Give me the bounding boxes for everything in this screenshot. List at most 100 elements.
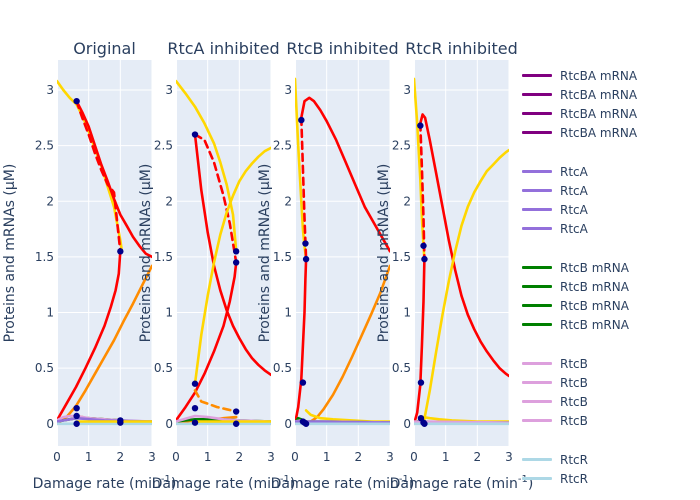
x-tick-label: 1 — [204, 450, 212, 464]
x-tick-label: 2 — [117, 450, 125, 464]
legend-label: RtcB — [560, 394, 588, 409]
y-tick-label: 0 — [46, 417, 54, 431]
series-group — [414, 77, 509, 427]
legend-item[interactable]: RtcB mRNA — [522, 315, 629, 334]
legend-label: RtcB — [560, 413, 588, 428]
x-tick-label: 3 — [505, 450, 513, 464]
plot-background — [414, 60, 509, 446]
subplot-1: Original 0 0.5 1 1.5 2 2.5 3 0 1 2 3 Proteins and mR… — [2, 39, 176, 492]
legend-swatch — [522, 227, 552, 230]
series-line — [193, 389, 238, 413]
y-tick-label: 2.5 — [392, 139, 411, 153]
legend-item[interactable]: RtcB — [522, 392, 588, 411]
bifurcation-point — [232, 248, 240, 255]
legend-swatch — [522, 362, 552, 365]
legend-item[interactable]: RtcBA mRNA — [522, 85, 637, 104]
series-line — [300, 116, 308, 261]
series-line — [75, 99, 152, 259]
x-tick-label: 0 — [172, 450, 180, 464]
x-axis-label-superscript: -1 — [161, 474, 171, 485]
y-tick-label: 0.5 — [154, 361, 173, 375]
x-tick-label: 3 — [386, 450, 394, 464]
x-axis-label: Damage rate (min-1) — [152, 474, 296, 492]
series-line — [193, 146, 271, 385]
bifurcation-point — [302, 255, 310, 263]
y-tick-label: 0 — [165, 417, 173, 431]
legend-swatch — [522, 93, 552, 96]
series-line — [176, 261, 238, 422]
y-tick-label: 3 — [165, 83, 173, 97]
series-line — [419, 122, 426, 261]
legend-item[interactable]: RtcA — [522, 200, 588, 219]
bifurcation-point — [73, 420, 80, 427]
legend-swatch — [522, 208, 552, 211]
legend-label: RtcB — [560, 375, 588, 390]
subplot-4: RtcR inhibited 0 0.5 1 1.5 2 2.5 3 0 1 2 3 Proteins … — [376, 39, 533, 492]
x-axis-label-end: ) — [290, 476, 295, 492]
y-tick-label: 1.5 — [392, 250, 411, 264]
y-axis-label: Proteins and mRNAs (µM) — [2, 164, 18, 343]
series-line — [57, 250, 122, 422]
series-group — [176, 79, 271, 427]
series-line — [193, 133, 238, 264]
y-tick-label: 0.5 — [392, 361, 411, 375]
x-tick-label: 1 — [323, 450, 331, 464]
legend-item[interactable]: RtcB mRNA — [522, 296, 629, 315]
x-tick-label: 3 — [148, 450, 156, 464]
y-tick-label: 0.5 — [35, 361, 54, 375]
bifurcation-point — [73, 97, 80, 105]
series-line — [414, 420, 509, 424]
subplot-2: RtcA inhibited 0 0.5 1 1.5 2 2.5 3 0 1 2 3 Proteins … — [138, 39, 295, 492]
x-tick-label: 0 — [410, 450, 418, 464]
bifurcation-point — [73, 404, 80, 412]
y-tick-label: 1 — [403, 306, 411, 320]
series-line — [295, 257, 308, 426]
legend-label: RtcB mRNA — [560, 279, 629, 294]
bifurcation-point — [302, 420, 310, 427]
series-line — [57, 264, 152, 426]
legend-label: RtcR — [560, 471, 588, 486]
legend-item[interactable]: RtcB — [522, 354, 588, 373]
y-tick-label: 1 — [46, 306, 54, 320]
legend-item[interactable]: RtcBA mRNA — [522, 66, 637, 85]
legend-swatch — [522, 304, 552, 307]
series-group — [57, 79, 152, 427]
legend-swatch — [522, 74, 552, 77]
legend-swatch — [522, 400, 552, 403]
legend-item[interactable]: RtcBA mRNA — [522, 104, 637, 123]
series-line — [295, 77, 308, 261]
y-axis-label: Proteins and mRNAs (µM) — [376, 164, 392, 343]
legend-item[interactable]: RtcB — [522, 411, 588, 430]
y-tick-label: 1.5 — [154, 250, 173, 264]
y-tick-label: 2.5 — [35, 139, 54, 153]
legend-swatch — [522, 323, 552, 326]
series-line — [193, 133, 271, 377]
y-tick-label: 0 — [403, 417, 411, 431]
x-axis-label-text: Damage rate (min — [152, 476, 280, 492]
bifurcation-point — [117, 419, 124, 426]
series-line — [422, 148, 509, 426]
series-line — [419, 113, 509, 378]
x-axis-label-end: ) — [171, 476, 176, 492]
x-tick-label: 1 — [85, 450, 93, 464]
y-tick-label: 2 — [46, 194, 54, 208]
legend-item[interactable]: RtcA — [522, 181, 588, 200]
y-tick-label: 0 — [284, 417, 292, 431]
legend-swatch — [522, 131, 552, 134]
legend-item[interactable]: RtcA — [522, 219, 588, 238]
subplot-title: Original — [73, 39, 136, 58]
legend-item[interactable]: RtcBA mRNA — [522, 123, 637, 142]
legend-item[interactable]: RtcA — [522, 162, 588, 181]
legend-item[interactable]: RtcR — [522, 450, 588, 469]
legend-label: RtcB mRNA — [560, 260, 629, 275]
legend-swatch — [522, 381, 552, 384]
legend-item[interactable]: RtcR — [522, 469, 588, 488]
legend-item[interactable]: RtcB — [522, 373, 588, 392]
legend-item[interactable]: RtcB mRNA — [522, 258, 629, 277]
plot-background — [295, 60, 390, 446]
legend-label: RtcR — [560, 452, 588, 467]
bifurcation-point — [420, 242, 427, 249]
legend-item[interactable]: RtcB mRNA — [522, 277, 629, 296]
bifurcation-point — [191, 419, 199, 426]
